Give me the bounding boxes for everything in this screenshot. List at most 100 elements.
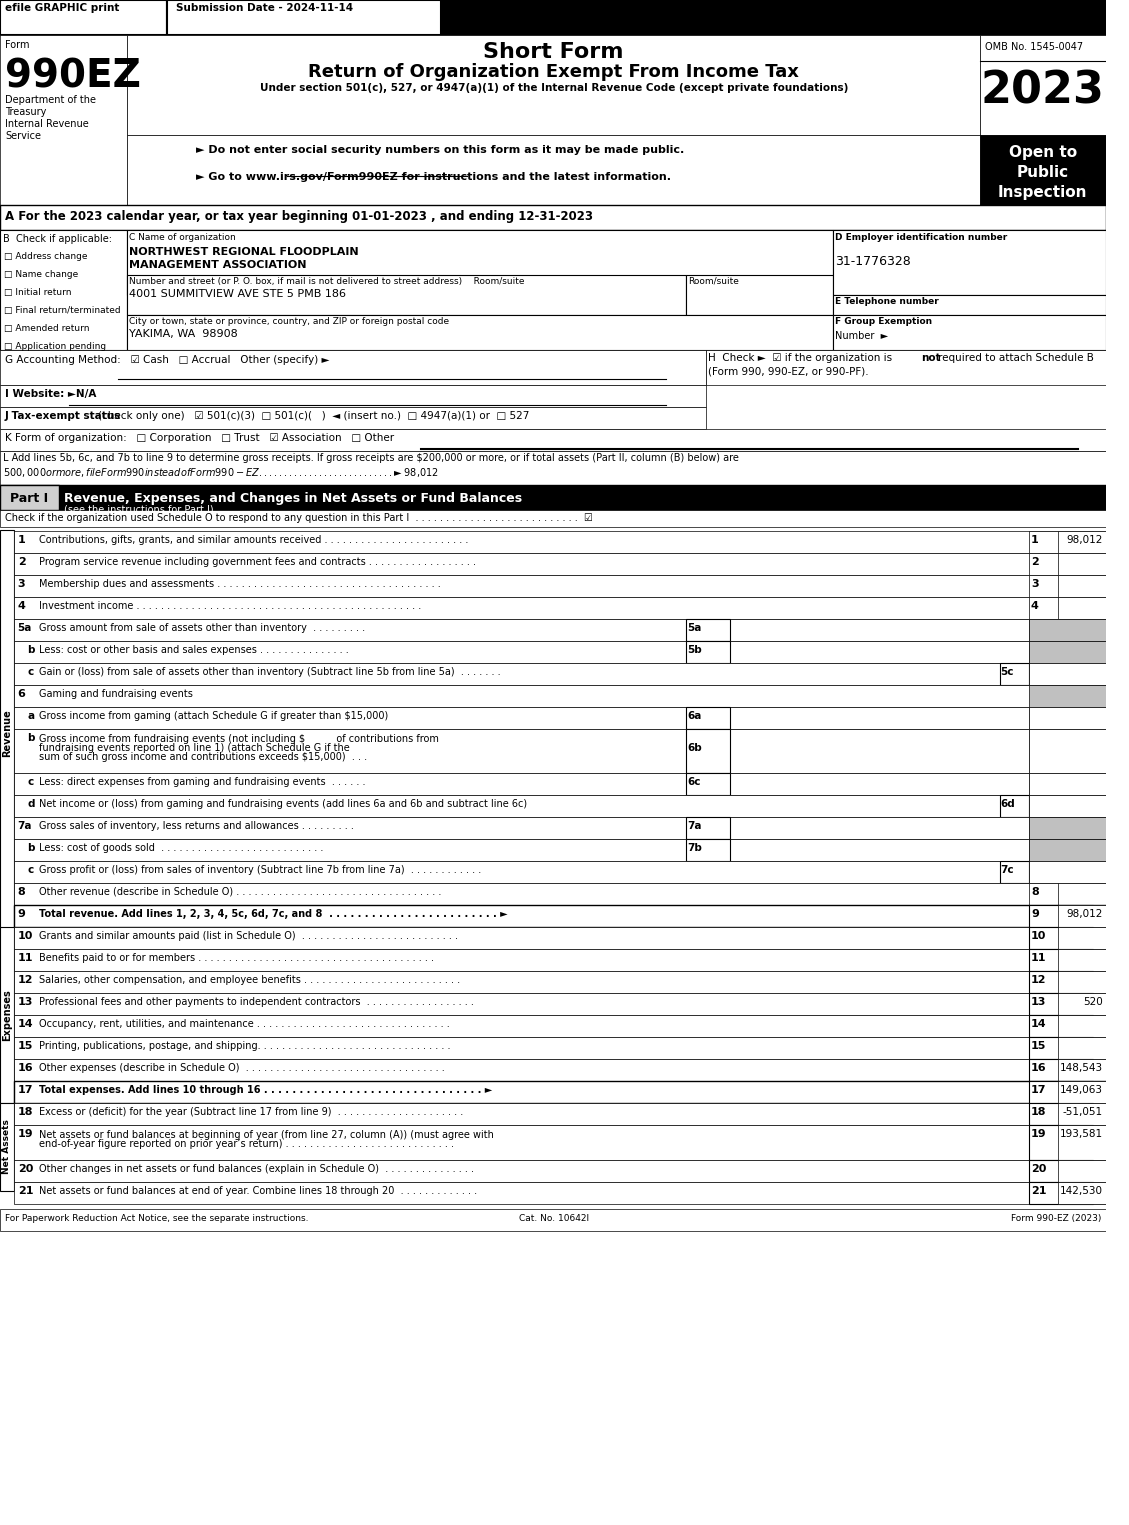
Bar [0, 485, 59, 509]
Text: 10: 10 [1031, 930, 1047, 941]
Bar [14, 817, 1106, 839]
Bar [1029, 795, 1106, 817]
Text: MANAGEMENT ASSOCIATION: MANAGEMENT ASSOCIATION [130, 259, 307, 270]
Bar [686, 773, 1029, 795]
Bar [980, 35, 1106, 136]
Text: Gross sales of inventory, less returns and allowances . . . . . . . . .: Gross sales of inventory, less returns a… [40, 820, 355, 831]
Text: $500,000 or more, file Form 990 instead of Form 990-EZ . . . . . . . . . . . . .: $500,000 or more, file Form 990 instead … [3, 467, 439, 479]
Text: 6c: 6c [686, 778, 700, 787]
Bar [1029, 619, 1106, 640]
Text: 18: 18 [1031, 1107, 1047, 1116]
Bar [686, 817, 1029, 839]
Bar [686, 619, 1029, 640]
Bar [14, 971, 1106, 993]
Text: Net assets or fund balances at beginning of year (from line 27, column (A)) (mus: Net assets or fund balances at beginning… [40, 1130, 495, 1141]
Bar [686, 839, 1029, 862]
Text: Less: direct expenses from gaming and fundraising events  . . . . . .: Less: direct expenses from gaming and fu… [40, 778, 366, 787]
Text: Treasury: Treasury [5, 107, 46, 117]
Bar [0, 429, 1106, 451]
Text: 6: 6 [18, 689, 26, 698]
Text: 98,012: 98,012 [1066, 535, 1103, 544]
Text: b: b [27, 843, 35, 852]
Text: Under section 501(c), 527, or 4947(a)(1) of the Internal Revenue Code (except pr: Under section 501(c), 527, or 4947(a)(1)… [260, 82, 848, 93]
Text: Excess or (deficit) for the year (Subtract line 17 from line 9)  . . . . . . . .: Excess or (deficit) for the year (Subtra… [40, 1107, 463, 1116]
Text: F Group Exemption: F Group Exemption [835, 317, 933, 326]
Bar [128, 230, 833, 294]
Text: Form 990-EZ (2023): Form 990-EZ (2023) [1012, 1214, 1102, 1223]
Text: Printing, publications, postage, and shipping. . . . . . . . . . . . . . . . . .: Printing, publications, postage, and shi… [40, 1042, 450, 1051]
Text: Occupancy, rent, utilities, and maintenance . . . . . . . . . . . . . . . . . . : Occupancy, rent, utilities, and maintena… [40, 1019, 450, 1029]
Text: 11: 11 [1031, 953, 1047, 962]
Bar [686, 729, 1029, 773]
Bar [0, 230, 128, 351]
Bar [1029, 883, 1093, 904]
Text: 21: 21 [18, 1186, 33, 1196]
Text: Membership dues and assessments . . . . . . . . . . . . . . . . . . . . . . . . : Membership dues and assessments . . . . … [40, 580, 441, 589]
Bar [1029, 685, 1106, 708]
Text: 5c: 5c [1000, 666, 1014, 677]
Text: Cat. No. 10642I: Cat. No. 10642I [518, 1214, 588, 1223]
Text: -51,051: -51,051 [1062, 1107, 1103, 1116]
Text: Gain or (loss) from sale of assets other than inventory (Subtract line 5b from l: Gain or (loss) from sale of assets other… [40, 666, 501, 677]
Bar [14, 575, 1106, 596]
Bar [1058, 1037, 1106, 1058]
Text: Gross profit or (loss) from sales of inventory (Subtract line 7b from line 7a)  : Gross profit or (loss) from sales of inv… [40, 865, 481, 875]
Text: Other expenses (describe in Schedule O)  . . . . . . . . . . . . . . . . . . . .: Other expenses (describe in Schedule O) … [40, 1063, 445, 1074]
Text: D Employer identification number: D Employer identification number [835, 233, 1007, 242]
Text: 11: 11 [18, 953, 33, 962]
Text: 17: 17 [1031, 1084, 1047, 1095]
Text: Total revenue. Add lines 1, 2, 3, 4, 5c, 6d, 7c, and 8  . . . . . . . . . . . . : Total revenue. Add lines 1, 2, 3, 4, 5c,… [40, 909, 508, 920]
Bar [1029, 708, 1106, 729]
Text: □ Application pending: □ Application pending [3, 342, 106, 351]
Bar [167, 0, 441, 35]
Text: 3: 3 [18, 580, 25, 589]
Bar [1058, 1103, 1106, 1125]
Bar [0, 351, 706, 384]
Bar [14, 1037, 1106, 1058]
Bar [0, 204, 1106, 230]
Bar [1058, 927, 1106, 949]
Text: Investment income . . . . . . . . . . . . . . . . . . . . . . . . . . . . . . . : Investment income . . . . . . . . . . . … [40, 601, 421, 612]
Bar [1029, 1161, 1093, 1182]
Bar [833, 294, 1106, 316]
Text: fundraising events reported on line 1) (attach Schedule G if the: fundraising events reported on line 1) (… [40, 743, 350, 753]
Text: Less: cost or other basis and sales expenses . . . . . . . . . . . . . . .: Less: cost or other basis and sales expe… [40, 645, 349, 656]
Text: 149,063: 149,063 [1059, 1084, 1103, 1095]
Bar [686, 708, 730, 729]
Text: City or town, state or province, country, and ZIP or foreign postal code: City or town, state or province, country… [130, 317, 449, 326]
Bar [833, 230, 1106, 294]
Text: c: c [27, 865, 34, 875]
Bar [1029, 839, 1106, 862]
Bar [1029, 1037, 1093, 1058]
Bar [1029, 554, 1093, 575]
Text: □ Address change: □ Address change [3, 252, 87, 261]
Text: 20: 20 [1031, 1164, 1047, 1174]
Text: (see the instructions for Part I): (see the instructions for Part I) [63, 505, 213, 515]
Text: 13: 13 [1031, 997, 1047, 1006]
Text: Open to: Open to [1008, 145, 1077, 160]
Bar [0, 384, 706, 407]
Text: 6b: 6b [686, 743, 702, 753]
Bar [1029, 949, 1093, 971]
Text: Net assets or fund balances at end of year. Combine lines 18 through 20  . . . .: Net assets or fund balances at end of ye… [40, 1186, 478, 1196]
Text: Service: Service [5, 131, 41, 140]
Bar [1029, 993, 1093, 1016]
Bar [14, 949, 1106, 971]
Text: 19: 19 [18, 1128, 33, 1139]
Bar [0, 509, 1106, 528]
Bar [1029, 1081, 1093, 1103]
Bar [1029, 1125, 1093, 1161]
Bar [686, 773, 730, 795]
Bar [14, 708, 1106, 729]
Bar [128, 136, 980, 204]
Text: b: b [27, 645, 35, 656]
Bar [0, 485, 1106, 509]
Text: Other changes in net assets or fund balances (explain in Schedule O)  . . . . . : Other changes in net assets or fund bala… [40, 1164, 474, 1174]
Bar [686, 708, 1029, 729]
Text: Net income or (loss) from gaming and fundraising events (add lines 6a and 6b and: Net income or (loss) from gaming and fun… [40, 799, 527, 808]
Bar [1029, 596, 1093, 619]
Bar [980, 136, 1106, 204]
Bar [0, 0, 167, 35]
Text: 4: 4 [1031, 601, 1039, 612]
Text: 8: 8 [1031, 888, 1039, 897]
